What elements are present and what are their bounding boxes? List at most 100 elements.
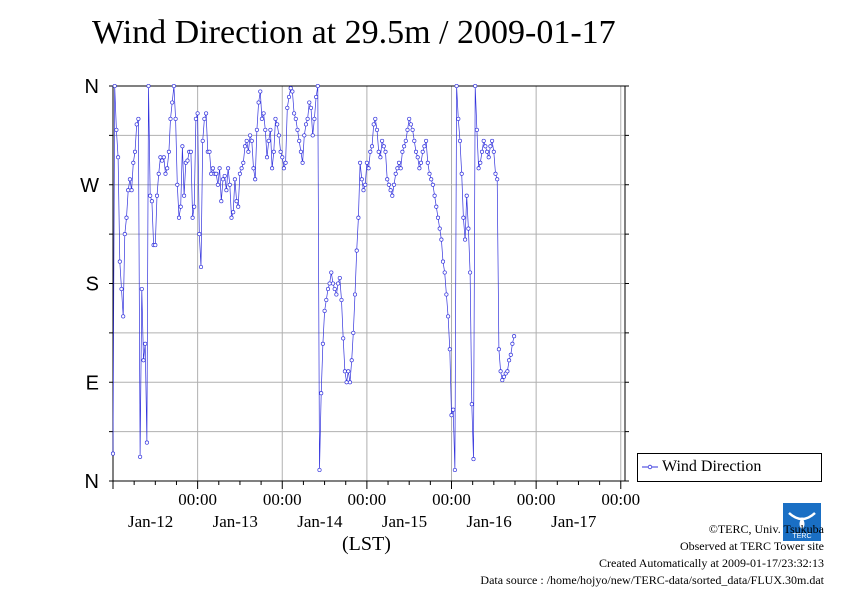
data-point xyxy=(347,380,353,385)
data-point xyxy=(275,122,280,127)
data-point xyxy=(324,297,329,303)
data-point xyxy=(161,155,166,160)
data-point xyxy=(251,166,256,171)
x-tick-label-date: Jan-15 xyxy=(382,512,427,531)
data-point xyxy=(320,341,325,346)
data-point xyxy=(170,100,175,105)
x-tick-label-date: Jan-13 xyxy=(213,512,258,531)
data-point xyxy=(369,144,375,149)
data-point xyxy=(178,204,183,209)
data-point xyxy=(173,116,178,121)
data-point xyxy=(491,149,496,154)
x-tick-label-date: Jan-16 xyxy=(466,512,511,531)
data-point xyxy=(464,193,469,198)
data-point xyxy=(363,182,368,187)
data-point xyxy=(361,188,366,193)
data-point xyxy=(114,127,119,132)
data-point xyxy=(185,158,190,163)
data-point xyxy=(180,144,185,149)
data-point xyxy=(293,116,298,121)
data-point xyxy=(117,259,122,264)
data-point xyxy=(281,166,286,171)
data-point xyxy=(139,286,144,292)
data-point xyxy=(288,86,293,91)
data-point xyxy=(373,116,378,121)
legend: Wind Direction xyxy=(637,453,822,482)
data-point xyxy=(329,270,334,275)
data-point xyxy=(312,116,317,121)
data-point xyxy=(339,297,344,303)
data-point xyxy=(134,122,139,127)
data-point xyxy=(434,204,439,209)
data-point xyxy=(459,171,464,176)
data-point xyxy=(200,138,205,143)
data-point xyxy=(268,127,273,132)
y-tick-label: N xyxy=(85,471,99,493)
data-point xyxy=(327,281,332,286)
data-point xyxy=(396,160,402,165)
data-point xyxy=(153,243,158,248)
data-point xyxy=(376,149,381,154)
data-point xyxy=(207,149,212,154)
data-point xyxy=(242,144,248,149)
data-point xyxy=(298,149,303,154)
data-point xyxy=(403,138,408,143)
data-point xyxy=(175,182,180,187)
data-point xyxy=(195,111,200,116)
data-point xyxy=(122,232,127,237)
data-point xyxy=(488,144,493,149)
data-point xyxy=(215,182,220,187)
data-point xyxy=(156,171,161,176)
data-point xyxy=(138,454,143,459)
data-point xyxy=(463,237,468,242)
data-point xyxy=(351,330,356,335)
data-point xyxy=(256,100,261,105)
data-point xyxy=(192,204,197,209)
data-point xyxy=(283,160,288,165)
data-point xyxy=(405,127,410,132)
data-point xyxy=(444,292,449,297)
data-point xyxy=(127,177,132,182)
data-point xyxy=(495,177,500,182)
data-point xyxy=(176,215,182,220)
data-point xyxy=(381,144,386,149)
credit-created: Created Automatically at 2009-01-17/23:3… xyxy=(599,556,824,570)
credit-source: Data source : /home/hojyo/new/TERC-data/… xyxy=(480,573,824,587)
data-point xyxy=(302,133,307,138)
data-point xyxy=(214,171,219,176)
data-point xyxy=(478,160,483,165)
data-point xyxy=(413,149,419,154)
chart-title: Wind Direction at 29.5m / 2009-01-17 xyxy=(92,14,616,51)
data-point xyxy=(510,341,515,346)
data-point xyxy=(315,83,320,89)
data-point xyxy=(286,94,292,100)
data-point xyxy=(227,182,232,187)
data-point xyxy=(222,173,227,179)
data-point xyxy=(188,149,193,154)
data-point xyxy=(278,149,283,154)
data-point xyxy=(341,336,346,341)
data-point xyxy=(197,232,202,237)
data-point xyxy=(261,111,266,116)
data-point xyxy=(388,188,393,193)
data-point xyxy=(481,138,486,143)
data-point xyxy=(136,116,141,121)
data-point xyxy=(429,177,434,182)
data-point xyxy=(412,138,417,143)
data-point xyxy=(498,369,503,374)
data-point xyxy=(314,94,319,100)
terc-logo: TERC xyxy=(783,503,821,541)
data-point xyxy=(442,270,447,275)
data-point xyxy=(356,215,361,220)
data-point xyxy=(359,177,364,182)
data-point xyxy=(234,199,239,204)
data-point xyxy=(485,149,490,154)
data-point xyxy=(354,248,359,253)
data-point xyxy=(418,160,424,165)
data-point xyxy=(447,347,452,352)
data-point xyxy=(398,166,403,171)
data-point xyxy=(457,138,463,143)
data-point xyxy=(493,171,498,176)
data-point xyxy=(512,334,517,339)
data-point xyxy=(258,89,263,94)
